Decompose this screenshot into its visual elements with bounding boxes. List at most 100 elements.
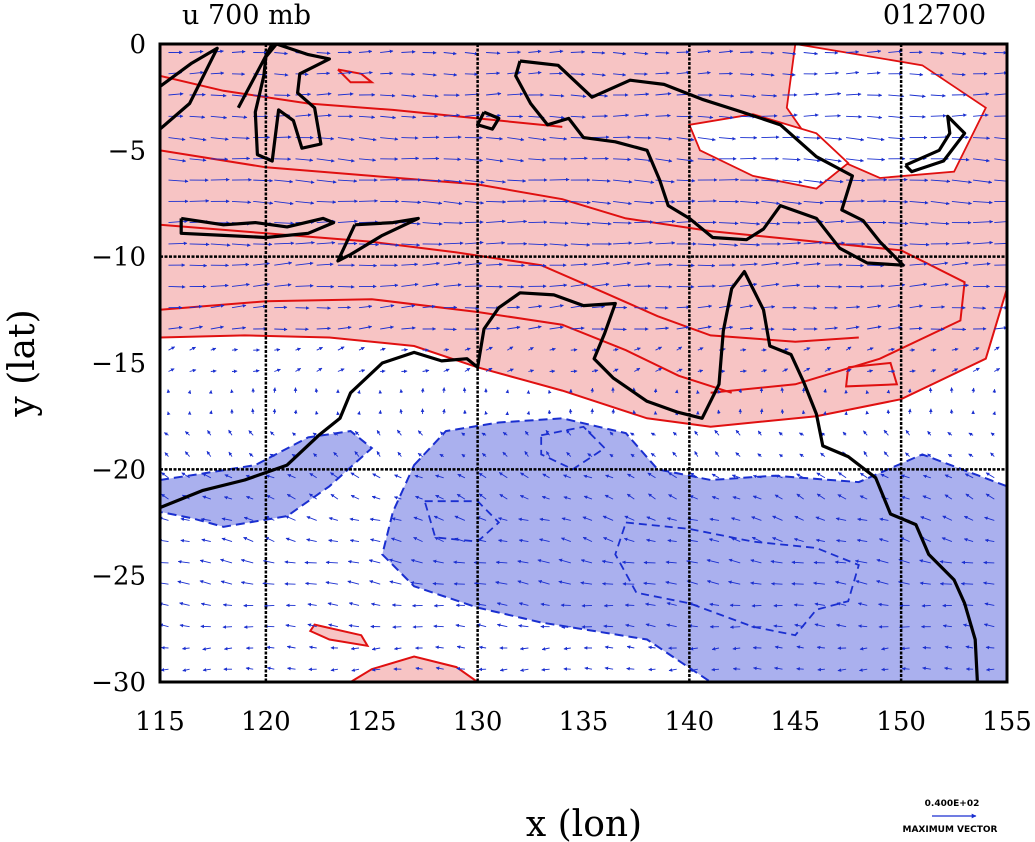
wind-vector-740 [668,472,677,479]
wind-vector-394 [443,135,462,139]
wind-vector-782 [718,94,735,98]
wind-vector-1016 [857,602,868,606]
wind-vector-347 [399,408,403,415]
wind-vector-56 [179,601,190,606]
wind-vector-1158 [968,432,974,437]
wind-vector-735 [676,368,683,373]
wind-vector-766 [696,390,700,395]
wind-vector-973 [846,325,860,330]
wind-vector-1198 [985,645,995,650]
wind-vector-873 [782,113,798,117]
wind-vector-736 [674,389,679,394]
wind-vector-326 [370,602,381,607]
wind-vector-601 [591,73,606,77]
wind-vector-238 [308,645,317,650]
wind-vector-65 [210,157,229,162]
wind-vector-1073 [900,537,910,543]
wind-vector-6 [168,179,189,183]
wind-vector-598 [563,646,571,651]
wind-vector-407 [442,408,446,415]
wind-vector-587 [568,408,573,415]
wind-vector-350 [394,474,402,479]
wind-vector-944 [824,346,831,351]
wind-vector-1028 [888,221,909,226]
wind-vector-692 [655,92,672,96]
wind-vector-843 [761,114,778,118]
wind-vector-993 [867,115,883,120]
wind-vector-705 [655,367,663,372]
wind-vector-580 [570,262,588,267]
wind-vector-1059 [909,242,930,247]
wind-vector-198 [292,432,297,437]
wind-vector-419 [435,666,444,671]
wind-vector-408 [440,431,445,436]
wind-vector-456 [486,179,506,184]
wind-vector-1154 [972,347,980,351]
wind-vector-929 [796,667,804,671]
wind-vector-1199 [986,667,995,672]
wind-vector-1188 [990,432,995,437]
wind-vector-1026 [888,177,908,182]
wind-vector-844 [761,135,780,139]
coastline-3 [253,44,331,163]
wind-vector-264 [325,560,338,565]
wind-vector-600 [591,51,606,55]
wind-vector-989 [837,668,847,672]
wind-vector-1160 [964,473,974,479]
wind-vector-803 [708,538,720,543]
wind-vector-610 [591,261,610,266]
wind-vector-778 [689,646,698,651]
wind-vector-411 [435,494,444,500]
wind-vector-674 [634,347,641,351]
wind-vector-738 [672,431,677,436]
wind-vector-961 [846,70,860,75]
wind-vector-941 [824,285,843,289]
wind-vector-130 [253,261,270,266]
x-tick-label: 150 [876,707,926,737]
wind-vector-1019 [859,668,868,672]
wind-vector-1164 [961,560,974,565]
wind-vector-1029 [888,243,909,247]
wind-vector-187 [295,200,315,205]
wind-vector-400 [443,261,462,266]
wind-vector-900 [803,51,819,56]
wind-vector-1101 [922,495,931,500]
wind-vector-258 [333,432,339,436]
wind-vector-260 [330,472,339,479]
wind-vector-346 [399,389,404,393]
wind-vector-471 [478,493,487,500]
wind-vector-566 [540,602,550,607]
wind-vector-1008 [863,430,868,436]
wind-vector-958 [816,645,825,650]
wind-vector-732 [676,305,691,309]
x-tick-label: 155 [982,707,1032,737]
wind-vector-733 [676,325,690,330]
wind-vector-203 [285,537,296,543]
wind-vector-367 [422,200,443,205]
wind-vector-985 [835,580,847,585]
wind-vector-918 [798,432,804,437]
wind-vector-64 [210,137,229,141]
wind-vector-1138 [944,645,952,650]
wind-vector-960 [846,50,860,54]
wind-vector-176 [263,604,275,608]
wind-vector-826 [738,388,743,393]
wind-vector-981 [837,494,847,500]
wind-vector-1127 [949,409,954,415]
wind-vector-940 [824,262,843,267]
wind-vector-1196 [984,602,995,606]
wind-vector-666 [634,179,655,184]
wind-vector-946 [823,388,827,393]
wind-vector-406 [442,387,446,393]
wind-vector-274 [358,137,377,142]
wind-vector-624 [580,559,593,564]
wind-vector-484 [507,137,525,142]
wind-vector-688 [626,645,635,649]
wind-vector-1053 [909,114,926,119]
wind-vector-588 [565,429,572,436]
positive-contour-3 [160,298,733,394]
wind-vector-518 [528,220,548,224]
wind-vector-1049 [881,667,889,672]
wind-vector-315 [380,369,386,374]
wind-vector-1129 [947,453,953,458]
